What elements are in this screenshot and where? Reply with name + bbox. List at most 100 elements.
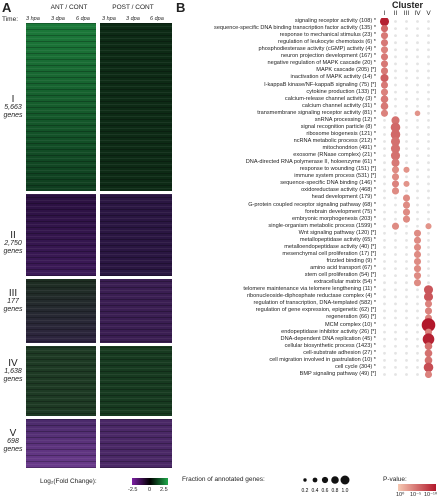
grid-dot — [394, 281, 397, 285]
enrichment-dot — [380, 53, 389, 61]
grid-dot — [405, 126, 408, 129]
size-legend-dot — [312, 477, 318, 483]
grid-dot — [427, 69, 430, 73]
enrichment-dot — [424, 370, 433, 378]
fold-change-colorbar — [132, 478, 168, 485]
grid-dot — [416, 97, 419, 101]
grid-dot — [383, 267, 386, 270]
size-legend-dot — [331, 476, 339, 484]
go-term-label: transmembrane signaling receptor activit… — [257, 109, 376, 116]
enrichment-dot — [402, 208, 411, 216]
go-term-label: I-kappaB kinase/NF-kappaB signaling (75)… — [264, 81, 376, 88]
grid-dot — [427, 90, 430, 94]
grid-dot — [416, 147, 419, 150]
go-term-label: immune system process (531) [*] — [294, 173, 376, 180]
timepoint-label: 3 dpa — [51, 16, 65, 22]
enrichment-dot — [380, 67, 389, 75]
go-term-label: stem cell proliferation (54) [*] — [304, 272, 376, 279]
go-term-label: cytokine production (133) [*] — [306, 88, 376, 95]
grid-dot — [427, 104, 430, 108]
enrichment-dot — [390, 129, 401, 140]
grid-dot — [383, 147, 386, 150]
enrichment-dot — [424, 307, 433, 315]
fold-change-heatmap — [26, 23, 172, 468]
grid-dot — [427, 118, 430, 122]
grid-dot — [405, 366, 408, 369]
grid-dot — [394, 238, 397, 242]
go-term-label: oxidoreductase activity (468) * — [301, 187, 376, 194]
grid-dot — [405, 62, 408, 66]
grid-dot — [416, 351, 419, 355]
grid-dot — [427, 62, 430, 66]
enrichment-dot — [423, 285, 434, 295]
enrichment-dot — [391, 187, 400, 195]
grid-dot — [383, 231, 386, 235]
timepoint-label: 6 dpa — [76, 16, 90, 22]
go-term-label: ribosome biogenesis (121) * — [306, 130, 376, 137]
grid-dot — [416, 83, 419, 87]
cluster-title: Cluster — [392, 0, 424, 10]
cluster-column-label: I — [383, 10, 386, 17]
enrichment-dot — [413, 265, 422, 273]
grid-dot — [405, 274, 408, 278]
grid-dot — [416, 104, 419, 108]
go-term-label: telomere maintenance via telomere length… — [243, 286, 376, 293]
grid-dot — [427, 267, 430, 270]
grid-dot — [427, 140, 430, 143]
enrichment-dot — [402, 201, 411, 209]
post-cont-header: POST / CONT — [112, 4, 154, 11]
enrichment-dot — [390, 144, 401, 154]
grid-dot — [383, 196, 386, 200]
grid-dot — [416, 309, 419, 313]
grid-dot — [383, 133, 386, 136]
enrichment-dot — [425, 223, 432, 230]
go-term-label: amino acid transport (67) * — [310, 265, 376, 272]
grid-dot — [383, 246, 386, 249]
enrichment-dot — [380, 88, 389, 96]
grid-dot — [405, 55, 408, 59]
grid-dot — [405, 111, 408, 115]
grid-dot — [383, 344, 386, 348]
grid-dot — [405, 133, 408, 136]
go-term-label: snRNA processing (12) * — [314, 116, 376, 123]
go-term-label: Wnt signaling pathway (120) [*] — [298, 229, 376, 236]
enrichment-dot — [391, 166, 400, 174]
grid-dot — [416, 62, 419, 66]
grid-dot — [394, 302, 397, 306]
enrichment-dot — [413, 229, 422, 237]
grid-dot — [427, 196, 430, 200]
go-term-label: cell cycle (304) * — [334, 363, 376, 370]
grid-dot — [416, 189, 419, 193]
grid-dot — [405, 69, 408, 73]
go-term-label: DNA-dependent DNA replication (45) * — [280, 335, 376, 342]
grid-dot — [394, 288, 397, 292]
grid-dot — [405, 140, 408, 143]
grid-dot — [416, 140, 419, 143]
grid-dot — [416, 41, 419, 45]
cluster-iv-label: IV 1,638 genes — [3, 358, 23, 384]
enrichment-dot — [391, 116, 400, 125]
pvalue-legend-label: P-value: — [383, 476, 407, 483]
grid-dot — [383, 373, 386, 376]
enrichment-dot — [421, 318, 436, 332]
enrichment-dot — [391, 158, 400, 167]
grid-dot — [394, 246, 397, 249]
enrichment-dot — [391, 180, 400, 188]
grid-dot — [427, 161, 430, 165]
size-legend-dot — [303, 478, 307, 482]
grid-dot — [383, 238, 386, 242]
cluster-column-label: II — [393, 10, 398, 17]
grid-dot — [416, 295, 419, 299]
grid-dot — [427, 27, 430, 30]
grid-dot — [405, 90, 408, 94]
go-term-label: regeneration (66) [*] — [326, 314, 376, 321]
cluster-column-label: III — [403, 10, 410, 17]
grid-dot — [416, 168, 419, 172]
grid-dot — [427, 260, 430, 263]
grid-dot — [394, 253, 397, 256]
go-term-label: forebrain development (75) * — [305, 208, 376, 215]
grid-dot — [416, 154, 419, 158]
enrichment-dot — [391, 173, 400, 181]
grid-dot — [394, 337, 397, 341]
grid-dot — [383, 217, 386, 221]
